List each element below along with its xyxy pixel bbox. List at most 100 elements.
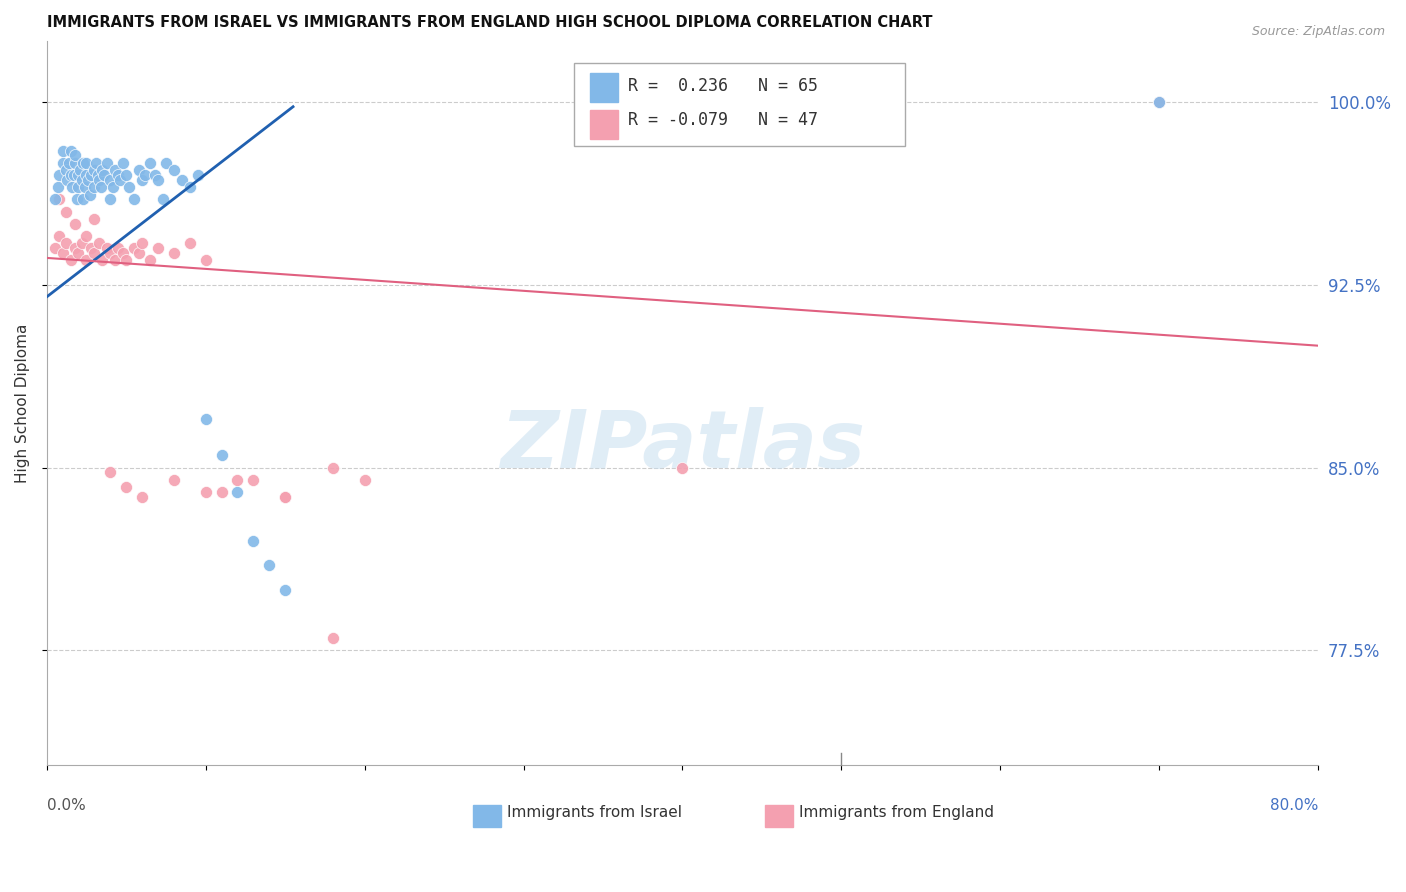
- Point: [155, 156, 177, 170]
- Point: [274, 582, 297, 597]
- Point: [91, 163, 114, 178]
- Point: [187, 168, 209, 182]
- Point: [131, 236, 153, 251]
- Point: [104, 163, 127, 178]
- Point: [179, 180, 201, 194]
- Point: [194, 253, 217, 268]
- Point: [131, 490, 153, 504]
- Text: Immigrants from Israel: Immigrants from Israel: [508, 805, 682, 820]
- Point: [274, 490, 297, 504]
- Point: [322, 460, 344, 475]
- Point: [51, 246, 73, 260]
- Point: [83, 163, 105, 178]
- Point: [93, 168, 115, 182]
- Point: [48, 168, 70, 182]
- Point: [91, 253, 114, 268]
- Point: [131, 173, 153, 187]
- Point: [128, 163, 150, 178]
- Point: [65, 241, 87, 255]
- Point: [80, 168, 103, 182]
- Point: [122, 241, 145, 255]
- Point: [257, 558, 280, 573]
- Point: [274, 490, 297, 504]
- Text: Immigrants from England: Immigrants from England: [800, 805, 994, 820]
- Point: [55, 204, 77, 219]
- Point: [72, 193, 94, 207]
- Point: [107, 241, 129, 255]
- Point: [107, 168, 129, 182]
- Point: [98, 246, 121, 260]
- Point: [83, 246, 105, 260]
- Point: [194, 412, 217, 426]
- Point: [353, 473, 375, 487]
- Point: [51, 156, 73, 170]
- Point: [87, 236, 110, 251]
- Point: [86, 168, 108, 182]
- Point: [83, 211, 105, 226]
- Point: [67, 246, 90, 260]
- Bar: [589, 110, 617, 138]
- Point: [96, 241, 118, 255]
- Point: [59, 168, 82, 182]
- Point: [55, 236, 77, 251]
- Point: [59, 253, 82, 268]
- Point: [226, 473, 249, 487]
- Point: [70, 236, 93, 251]
- Point: [179, 236, 201, 251]
- Point: [75, 156, 97, 170]
- Point: [72, 156, 94, 170]
- Point: [242, 473, 264, 487]
- Point: [96, 156, 118, 170]
- Point: [44, 241, 66, 255]
- Text: R =  0.236   N = 65: R = 0.236 N = 65: [628, 77, 818, 95]
- Point: [1149, 95, 1171, 109]
- Point: [67, 168, 90, 182]
- Point: [67, 180, 90, 194]
- Point: [98, 466, 121, 480]
- Point: [108, 173, 131, 187]
- Text: ZIPatlas: ZIPatlas: [501, 408, 865, 485]
- Point: [55, 163, 77, 178]
- Point: [139, 156, 162, 170]
- Point: [146, 173, 169, 187]
- Text: 0.0%: 0.0%: [46, 797, 86, 813]
- Point: [84, 156, 107, 170]
- Point: [128, 246, 150, 260]
- Point: [51, 144, 73, 158]
- Point: [163, 246, 186, 260]
- Point: [75, 253, 97, 268]
- Point: [152, 193, 174, 207]
- Point: [48, 229, 70, 244]
- Point: [115, 480, 138, 494]
- Point: [75, 229, 97, 244]
- Point: [122, 193, 145, 207]
- Point: [111, 156, 134, 170]
- Point: [111, 246, 134, 260]
- Point: [98, 173, 121, 187]
- Point: [59, 144, 82, 158]
- Point: [62, 168, 84, 182]
- Point: [56, 173, 79, 187]
- Point: [139, 253, 162, 268]
- Point: [115, 168, 138, 182]
- Point: [80, 241, 103, 255]
- Point: [118, 180, 141, 194]
- Point: [69, 163, 91, 178]
- Point: [1149, 95, 1171, 109]
- FancyBboxPatch shape: [575, 62, 905, 146]
- Point: [194, 485, 217, 500]
- Point: [90, 180, 112, 194]
- Y-axis label: High School Diploma: High School Diploma: [15, 323, 30, 483]
- Point: [104, 253, 127, 268]
- Point: [65, 217, 87, 231]
- Point: [65, 148, 87, 162]
- Point: [65, 156, 87, 170]
- Text: 80.0%: 80.0%: [1270, 797, 1319, 813]
- Text: IMMIGRANTS FROM ISRAEL VS IMMIGRANTS FROM ENGLAND HIGH SCHOOL DIPLOMA CORRELATIO: IMMIGRANTS FROM ISRAEL VS IMMIGRANTS FRO…: [46, 15, 932, 30]
- Point: [58, 156, 80, 170]
- Point: [163, 473, 186, 487]
- Point: [134, 168, 156, 182]
- Point: [103, 180, 125, 194]
- Point: [44, 193, 66, 207]
- Point: [87, 173, 110, 187]
